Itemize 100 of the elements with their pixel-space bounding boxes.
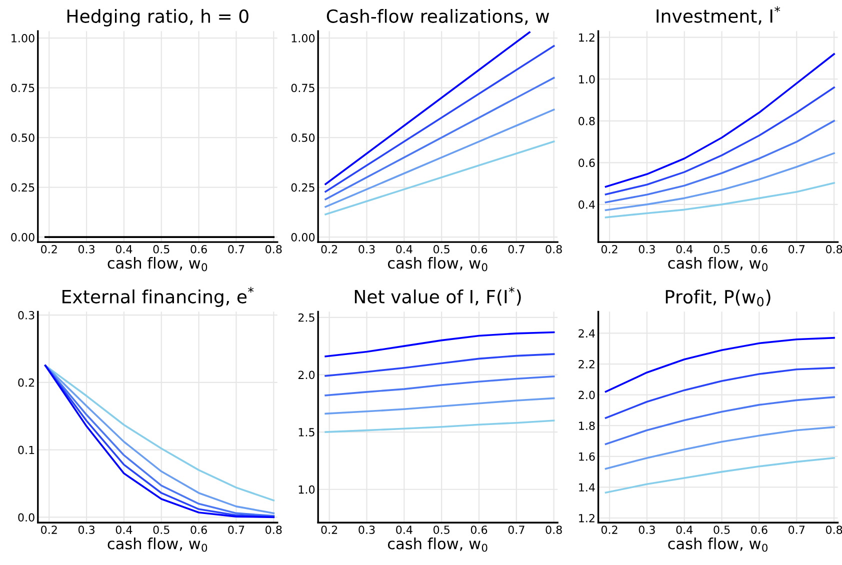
y-tick-label: 0.0 <box>18 513 34 522</box>
x-tick-label: 0.6 <box>190 526 207 534</box>
line-series <box>324 331 555 358</box>
y-tick-label: 0.50 <box>291 134 315 142</box>
y-tick-label: 2.0 <box>578 390 595 400</box>
x-tick-label: 0.4 <box>396 526 412 534</box>
x-tick-label: 0.3 <box>638 526 655 534</box>
x-tick-label: 0.2 <box>321 526 338 534</box>
line-series <box>604 152 835 211</box>
x-axis-title: cash flow, w$_{0}$ <box>388 538 488 552</box>
x-tick-label: 0.3 <box>358 526 375 534</box>
y-tick-label: 0.00 <box>291 233 315 242</box>
y-tick-label: 1.6 <box>579 452 595 461</box>
y-tick-label: 2.2 <box>578 360 594 368</box>
line-series <box>324 353 555 377</box>
y-tick-label: 0.3 <box>18 311 34 320</box>
x-tick-label: 0.6 <box>470 245 488 254</box>
x-tick-label: 0.4 <box>116 245 132 254</box>
x-tick-label: 0.7 <box>788 526 805 534</box>
line-series <box>324 76 555 200</box>
line-series <box>604 86 835 196</box>
line-series <box>324 420 555 433</box>
y-tick-label: 0.4 <box>578 200 595 209</box>
x-tick-label: 0.5 <box>153 245 170 254</box>
x-tick-label: 0.2 <box>601 245 618 254</box>
line-series <box>324 376 555 396</box>
y-tick-label: 2.5 <box>298 313 314 322</box>
x-tick-label: 0.6 <box>190 245 207 254</box>
x-axis-title: cash flow, w$_{0}$ <box>668 538 768 552</box>
x-tick-label: 0.8 <box>546 245 562 254</box>
x-tick-label: 0.3 <box>78 245 94 254</box>
y-tick-label: 1.5 <box>298 428 314 436</box>
x-tick-label: 0.7 <box>508 526 524 534</box>
x-tick-label: 0.7 <box>228 245 244 254</box>
y-tick-label: 1.4 <box>579 483 595 492</box>
x-tick-label: 0.8 <box>266 526 282 534</box>
line-series <box>324 45 555 193</box>
x-tick-label: 0.3 <box>78 526 94 534</box>
chart-title: Hedging ratio, h = 0 <box>67 9 248 26</box>
x-tick-label: 0.5 <box>433 245 450 254</box>
line-series <box>604 336 835 393</box>
x-tick-label: 0.5 <box>714 526 730 534</box>
y-tick-label: 0.6 <box>578 158 595 168</box>
y-tick-label: 1.00 <box>292 34 315 42</box>
y-tick-label: 0.50 <box>11 134 34 142</box>
line-series <box>324 108 555 208</box>
x-tick-label: 0.4 <box>116 526 132 534</box>
line-series <box>604 396 835 445</box>
x-tick-label: 0.4 <box>396 245 412 254</box>
x-tick-label: 0.3 <box>358 245 375 254</box>
x-tick-label: 0.8 <box>826 245 842 254</box>
y-tick-label: 0.2 <box>18 378 34 387</box>
y-tick-label: 1.8 <box>579 422 595 430</box>
x-tick-label: 0.2 <box>321 245 338 254</box>
chart-title: Investment, I$^{*}$ <box>656 6 780 25</box>
line-series <box>324 397 555 415</box>
x-tick-label: 0.2 <box>41 245 57 254</box>
y-tick-label: 0.8 <box>578 116 595 126</box>
line-series <box>604 182 835 218</box>
x-tick-label: 0.7 <box>228 526 244 534</box>
y-tick-label: 0.75 <box>291 84 314 92</box>
x-axis-title: cash flow, w$_{0}$ <box>388 256 488 272</box>
x-tick-label: 0.7 <box>508 245 524 254</box>
x-tick-label: 0.7 <box>788 245 805 254</box>
y-tick-label: 1.0 <box>579 75 595 84</box>
x-tick-label: 0.3 <box>638 245 655 254</box>
x-tick-label: 0.5 <box>153 526 170 534</box>
x-tick-label: 0.8 <box>266 245 282 254</box>
line-series <box>324 140 555 216</box>
chart-title: Net value of I, F(I$^{*}$) <box>354 286 521 306</box>
x-tick-label: 0.4 <box>676 245 693 254</box>
chart-title: External financing, e$^{*}$ <box>62 286 254 307</box>
x-tick-label: 0.6 <box>751 245 768 254</box>
x-tick-label: 0.5 <box>433 526 450 534</box>
x-tick-label: 0.6 <box>751 526 768 534</box>
y-tick-label: 0.1 <box>18 446 34 454</box>
y-tick-label: 1.00 <box>12 34 34 42</box>
chart-title: Cash-flow realizations, w <box>326 9 550 25</box>
y-tick-label: 0.75 <box>11 84 34 92</box>
x-axis-title: cash flow, w$_{0}$ <box>108 256 208 272</box>
line-series <box>604 426 835 470</box>
y-tick-label: 1.2 <box>579 514 594 522</box>
chart-title: Profit, P(w$_{0}$) <box>666 290 770 306</box>
y-tick-label: 2.4 <box>578 329 595 338</box>
x-tick-label: 0.8 <box>546 526 562 534</box>
x-tick-label: 0.5 <box>714 245 730 254</box>
line-series <box>324 31 530 186</box>
y-tick-label: 0.00 <box>11 233 34 242</box>
y-tick-label: 1.2 <box>579 33 594 42</box>
x-axis-title: cash flow, w$_{0}$ <box>108 538 208 552</box>
x-tick-label: 0.6 <box>470 526 488 534</box>
x-tick-label: 0.2 <box>601 526 618 534</box>
line-series <box>604 366 835 419</box>
x-tick-label: 0.8 <box>826 526 842 534</box>
x-tick-label: 0.4 <box>676 526 693 534</box>
y-tick-label: 0.25 <box>291 183 314 192</box>
line-series <box>604 120 835 204</box>
x-axis-title: cash flow, w$_{0}$ <box>668 256 768 272</box>
line-series <box>604 457 835 494</box>
y-tick-label: 0.25 <box>11 183 34 192</box>
